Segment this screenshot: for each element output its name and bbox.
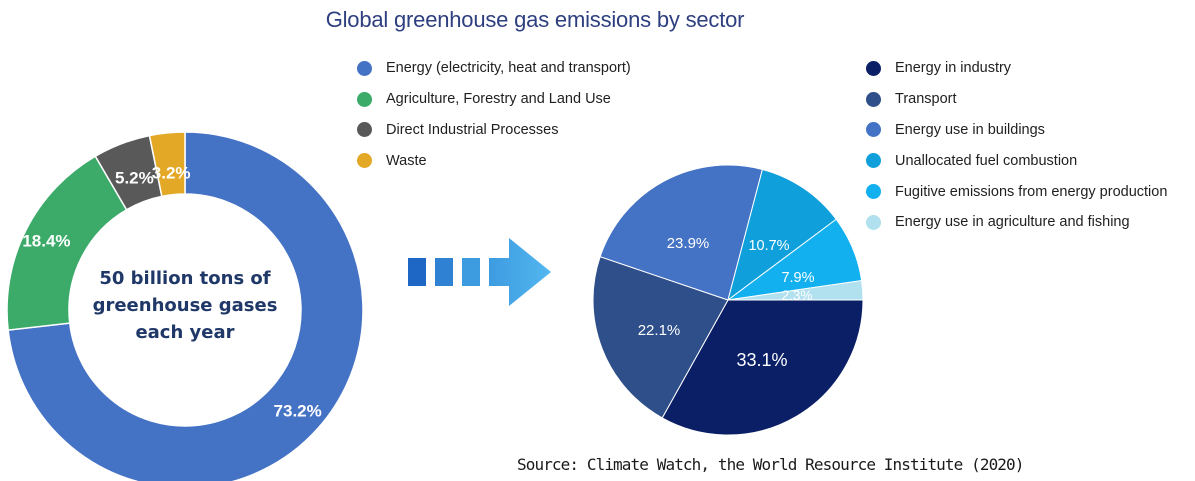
chart-title: Global greenhouse gas emissions by secto… (325, 7, 745, 32)
legend-item-energy-use-in-agriculture-and-fishing: Energy use in agriculture and fishing (866, 207, 1167, 238)
pie-slice-energy-use-in-agriculture-and-fishing (727, 279, 864, 301)
pie-label-energy-use-in-buildings: 23.9% (667, 235, 710, 252)
donut-label-waste: 3.2% (152, 164, 191, 183)
legend-item-agriculture-forestry-and-land-use: Agriculture, Forestry and Land Use (357, 84, 631, 115)
legend-label: Energy use in agriculture and fishing (895, 214, 1130, 231)
pie-label-fugitive-emissions-from-energy-production: 7.9% (781, 270, 814, 286)
donut-label-energy-electricity-heat-and-transport: 73.2% (274, 402, 322, 421)
legend-item-unallocated-fuel-combustion: Unallocated fuel combustion (866, 145, 1167, 176)
legend-marker (866, 214, 881, 230)
pie-slice-energy-use-in-buildings (599, 164, 764, 301)
legend-label: Energy in industry (895, 60, 1012, 77)
legend-item-energy-in-industry: Energy in industry (866, 53, 1167, 84)
legend-item-fugitive-emissions-from-energy-production: Fugitive emissions from energy productio… (866, 176, 1167, 207)
legend-item-transport: Transport (866, 84, 1167, 115)
legend-marker (866, 91, 881, 107)
arrow-segment (462, 258, 480, 286)
legend-marker (357, 153, 372, 169)
pie-label-energy-use-in-agriculture-and-fishing: 2.3% (782, 288, 813, 303)
sector-donut-chart: 73.2% 18.4% 5.2%3.2% (6, 131, 364, 481)
center-text-line: greenhouse gases (93, 295, 278, 316)
legend-label: Energy (electricity, heat and transport) (386, 60, 631, 77)
legend-label: Energy use in buildings (895, 121, 1045, 138)
donut-slice-energy-electricity-heat-and-transport (7, 131, 364, 481)
legend-marker (866, 122, 881, 138)
pie-slice-energy-in-industry (661, 299, 864, 436)
pie-label-energy-in-industry: 33.1% (736, 350, 787, 370)
legend-item-energy-use-in-buildings: Energy use in buildings (866, 115, 1167, 146)
pie-label-unallocated-fuel-combustion: 10.7% (748, 238, 789, 254)
legend-item-waste: Waste (357, 145, 631, 176)
donut-label-direct-industrial-processes: 5.2% (115, 168, 154, 187)
right-arrow-icon (408, 238, 551, 306)
pie-slice-transport (592, 256, 729, 419)
arrow-segment (408, 258, 426, 286)
legend-label: Unallocated fuel combustion (895, 152, 1078, 169)
source-note: Source: Climate Watch, the World Resourc… (517, 455, 1024, 474)
center-text-line: each year (135, 322, 234, 343)
center-text-line: 50 billion tons of (99, 268, 270, 289)
donut-label-agriculture-forestry-and-land-use: 18.4% (22, 232, 70, 251)
legend-label: Direct Industrial Processes (386, 121, 559, 138)
pie-slice-unallocated-fuel-combustion (727, 168, 837, 302)
legend-marker (357, 60, 372, 76)
legend-item-direct-industrial-processes: Direct Industrial Processes (357, 115, 631, 146)
legend-marker (357, 122, 372, 138)
legend-label: Transport (895, 91, 957, 108)
legend-marker (866, 60, 881, 76)
pie-label-transport: 22.1% (638, 322, 681, 339)
arrow-segment (435, 258, 453, 286)
arrow-head (489, 238, 551, 306)
legend-label: Fugitive emissions from energy productio… (895, 183, 1168, 200)
pie-legend: Energy in industry Transport Energy use in… (866, 53, 1167, 238)
donut-legend: Energy (electricity, heat and transport)… (357, 53, 631, 176)
donut-slice-waste (148, 131, 186, 198)
donut-center-text: 50 billion tons of greenhouse gases each y… (93, 268, 278, 343)
legend-marker (866, 184, 881, 200)
energy-breakdown-pie-chart: 33.1% 22.1% 23.9% 10.7% 7.9% 2.3% (592, 164, 864, 436)
legend-label: Agriculture, Forestry and Land Use (386, 91, 611, 108)
legend-item-energy-electricity-heat-and-transport: Energy (electricity, heat and transport) (357, 53, 631, 84)
legend-marker (357, 91, 372, 107)
legend-marker (866, 153, 881, 169)
legend-label: Waste (386, 152, 427, 169)
